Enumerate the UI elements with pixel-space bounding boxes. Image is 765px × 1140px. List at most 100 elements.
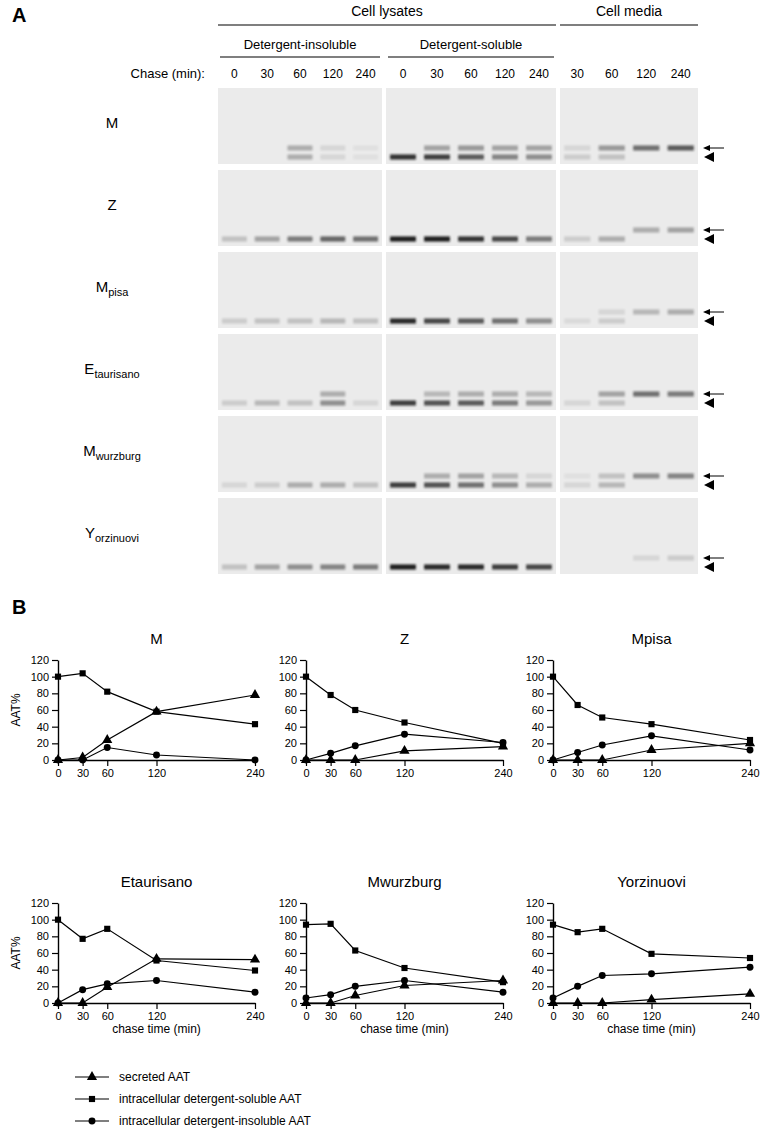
- gel-band: [564, 483, 590, 488]
- series-marker: [648, 732, 655, 739]
- gel-band: [424, 237, 450, 242]
- x-tick: 60: [102, 760, 114, 779]
- gel-background: [386, 416, 556, 492]
- gel-band: [320, 146, 345, 151]
- section-rule: [220, 56, 380, 57]
- row-label-base: M: [96, 278, 109, 295]
- series-marker: [303, 757, 310, 764]
- gel-background: [386, 170, 556, 246]
- x-tick-mark: [156, 1003, 157, 1009]
- gel-background: [218, 88, 382, 164]
- chart: M02040608010012003060120240AAT%: [9, 630, 265, 779]
- x-tick-label: 0: [55, 767, 61, 779]
- gel-band: [633, 556, 659, 561]
- series-marker: [104, 926, 110, 932]
- y-tick: 120: [526, 654, 553, 666]
- series-line: [553, 994, 750, 1003]
- y-tick-label: 120: [31, 654, 49, 666]
- row-label: Etaurisano: [84, 360, 139, 380]
- gel-band: [526, 237, 552, 242]
- series-marker: [500, 989, 507, 996]
- y-tick: 60: [37, 704, 58, 716]
- x-tick: 120: [643, 1003, 661, 1022]
- band-arrow-head: [703, 555, 710, 561]
- lane-label: 240: [529, 67, 549, 81]
- legend-label: intracellular detergent-soluble AAT: [119, 1092, 302, 1106]
- band-arrow-head: [703, 145, 710, 151]
- x-axis-title: chase time (min): [607, 1022, 696, 1036]
- gel-band: [458, 401, 484, 406]
- band-arrowhead: [704, 562, 714, 572]
- series-marker: [574, 749, 581, 756]
- series-marker: [648, 951, 654, 957]
- x-tick-label: 30: [325, 767, 337, 779]
- y-tick-mark: [52, 970, 58, 971]
- gel-band: [353, 146, 378, 151]
- panel-label: B: [12, 596, 26, 618]
- gel-band: [390, 155, 416, 160]
- y-tick-label: 100: [31, 671, 49, 683]
- y-tick-mark: [52, 710, 58, 711]
- x-tick-label: 120: [643, 767, 661, 779]
- series-marker: [80, 670, 86, 676]
- series-marker: [574, 983, 581, 990]
- y-tick-mark: [547, 953, 553, 954]
- gel-band: [668, 228, 694, 233]
- gel-band: [526, 474, 552, 479]
- gel-band: [526, 392, 552, 397]
- legend-marker: [89, 1118, 96, 1125]
- y-tick-mark: [52, 936, 58, 937]
- gel-band: [255, 401, 280, 406]
- gel-band: [492, 319, 518, 324]
- gel-band: [492, 155, 518, 160]
- series-line: [306, 924, 503, 982]
- x-tick-label: 30: [572, 767, 584, 779]
- gel-band: [458, 146, 484, 151]
- y-tick: 120: [31, 897, 58, 909]
- gel-band: [564, 155, 590, 160]
- series-marker: [747, 747, 754, 754]
- y-tick-mark: [547, 743, 553, 744]
- y-tick-mark: [547, 986, 553, 987]
- series-line: [553, 925, 750, 958]
- gel-band: [255, 319, 280, 324]
- gel-band: [288, 237, 313, 242]
- lane-label: 240: [671, 67, 691, 81]
- gel-band: [424, 401, 450, 406]
- series-marker: [573, 997, 583, 1006]
- chart: Etaurisano02040608010012003060120240AAT%…: [9, 873, 265, 1036]
- legend-marker: [89, 1096, 95, 1102]
- chase-label: Chase (min):: [131, 66, 205, 81]
- gel-band: [633, 146, 659, 151]
- gel-band: [492, 146, 518, 151]
- y-tick-label: 20: [285, 737, 297, 749]
- x-tick-label: 240: [741, 767, 759, 779]
- series-marker: [399, 745, 409, 754]
- lane-label: 120: [323, 67, 343, 81]
- gel-background: [560, 252, 698, 328]
- series-marker: [352, 742, 359, 749]
- lane-label: 240: [356, 67, 376, 81]
- row-label: Mpisa: [96, 278, 130, 298]
- series-marker: [500, 739, 507, 746]
- series-marker: [747, 964, 754, 971]
- gel-band: [390, 237, 416, 242]
- gel-band: [492, 483, 518, 488]
- gel-background: [560, 416, 698, 492]
- gel-background: [560, 88, 698, 164]
- y-axis: 020406080100120: [31, 897, 59, 1009]
- gel-band: [222, 319, 247, 324]
- gel-band: [668, 474, 694, 479]
- plot-area: [548, 922, 755, 1006]
- series-marker: [104, 689, 110, 695]
- gel-band: [353, 483, 378, 488]
- gel-band: [526, 483, 552, 488]
- y-tick: 80: [285, 930, 306, 942]
- gel-band: [526, 155, 552, 160]
- series-line: [58, 920, 255, 971]
- y-axis: 020406080100120: [526, 897, 554, 1009]
- y-axis-title: AAT%: [9, 693, 23, 726]
- x-tick-mark: [107, 760, 108, 766]
- series-line: [58, 959, 255, 1003]
- y-tick-mark: [300, 693, 306, 694]
